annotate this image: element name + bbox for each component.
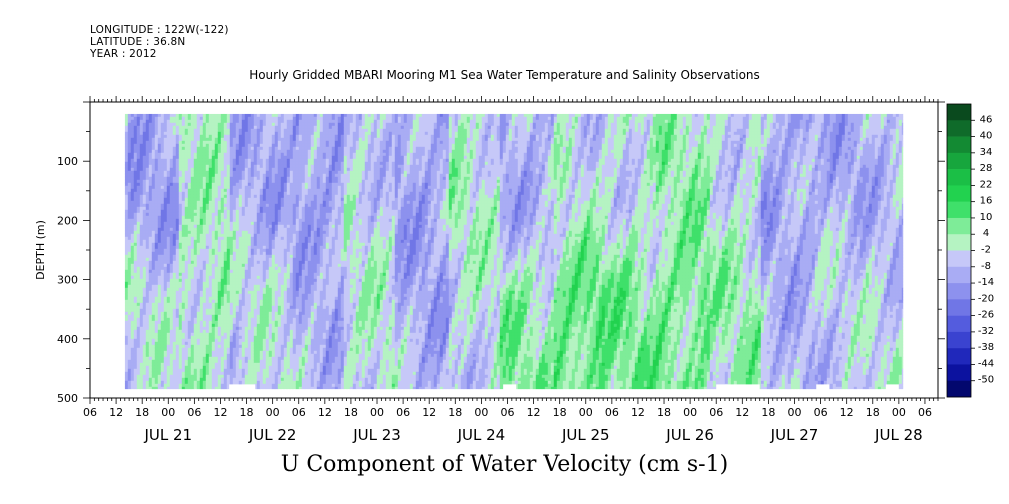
colorbar-swatch — [947, 104, 971, 121]
colorbar-label: 22 — [980, 179, 993, 190]
missing-data-patch — [816, 384, 830, 391]
y-tick-label: 100 — [57, 155, 78, 168]
colorbar-swatch — [947, 331, 971, 349]
colorbar-swatch — [947, 315, 971, 333]
colorbar-label: 40 — [980, 131, 993, 142]
missing-data-patch — [716, 384, 760, 391]
x-hour-label: 00 — [266, 406, 280, 419]
colorbar-label: -20 — [978, 293, 994, 304]
x-hour-label: 00 — [370, 406, 384, 419]
colorbar-swatch — [947, 348, 971, 365]
x-hour-label: 06 — [83, 406, 97, 419]
x-hour-label: 12 — [213, 406, 227, 419]
x-day-label: JUL 28 — [874, 426, 923, 444]
x-hour-label: 00 — [787, 406, 801, 419]
colorbar-label: 16 — [980, 196, 993, 207]
missing-data-patch — [503, 384, 517, 391]
chart-title: Hourly Gridded MBARI Mooring M1 Sea Wate… — [0, 68, 1009, 82]
colorbar-label: 4 — [983, 228, 989, 239]
x-hour-label: 12 — [840, 406, 854, 419]
x-hour-label: 00 — [892, 406, 906, 419]
x-hour-label: 00 — [683, 406, 697, 419]
x-hour-label: 06 — [709, 406, 723, 419]
x-hour-label: 18 — [240, 406, 254, 419]
x-hour-label: 06 — [814, 406, 828, 419]
x-day-label: JUL 21 — [143, 426, 192, 444]
colorbar-swatch — [947, 201, 971, 219]
location-metadata: LONGITUDE : 122W(-122) LATITUDE : 36.8N … — [90, 24, 229, 60]
colorbar-label: -32 — [978, 326, 994, 337]
year-label: YEAR : 2012 — [90, 48, 229, 60]
x-hour-label: 18 — [553, 406, 567, 419]
colorbar-swatch — [947, 266, 971, 284]
colorbar-swatch — [947, 380, 971, 398]
colorbar-swatch — [947, 217, 971, 235]
x-day-label: JUL 23 — [352, 426, 401, 444]
x-hour-label: 18 — [344, 406, 358, 419]
colorbar-swatch — [947, 120, 971, 137]
missing-data-regions — [229, 384, 899, 391]
colorbar-label: 34 — [980, 147, 993, 158]
x-day-label: JUL 22 — [248, 426, 297, 444]
colorbar-swatch — [947, 364, 971, 382]
x-hour-label: 06 — [292, 406, 306, 419]
x-hour-label: 12 — [109, 406, 123, 419]
colorbar-swatch — [947, 283, 971, 300]
x-hour-label: 12 — [318, 406, 332, 419]
colorbar-label: -2 — [981, 245, 991, 256]
x-hour-label: 06 — [187, 406, 201, 419]
x-hour-label: 18 — [761, 406, 775, 419]
x-hour-label: 12 — [527, 406, 541, 419]
x-axis: 06 12 18 00 06 12 18 00 06 12 18 00 06 12 18 00 06 12 18 00… — [83, 96, 939, 444]
x-hour-label: 12 — [735, 406, 749, 419]
x-day-label: JUL 26 — [665, 426, 714, 444]
colorbar-swatch — [947, 136, 971, 154]
longitude-label: LONGITUDE : 122W(-122) — [90, 24, 229, 36]
y-tick-label: 300 — [57, 274, 78, 287]
x-hour-label: 12 — [422, 406, 436, 419]
x-hour-label: 18 — [448, 406, 462, 419]
colorbar-label: -8 — [981, 261, 991, 272]
colorbar-label: -38 — [978, 342, 994, 353]
x-hour-label: 12 — [631, 406, 645, 419]
x-day-label: JUL 27 — [770, 426, 819, 444]
velocity-field — [124, 113, 904, 390]
colorbar-label: -50 — [978, 375, 994, 386]
colorbar-swatch — [947, 152, 971, 170]
y-tick-label: 500 — [57, 392, 78, 405]
colorbar-swatch — [947, 185, 971, 202]
colorbar-label: 46 — [980, 114, 993, 125]
x-hour-label: 06 — [396, 406, 410, 419]
y-tick-label: 200 — [57, 214, 78, 227]
x-hour-label: 00 — [161, 406, 175, 419]
colorbar-swatch — [947, 250, 971, 268]
x-hour-label: 00 — [474, 406, 488, 419]
colorbar-swatch — [947, 234, 971, 251]
missing-data-patch — [229, 384, 256, 391]
colorbar: 46 40 34 28 22 16 10 4 -2 -8 -14 -20 -26 -32 -38 -44 -50 — [946, 103, 994, 398]
x-hour-label: 18 — [657, 406, 671, 419]
colorbar-label: -14 — [978, 277, 994, 288]
colorbar-variable-title: U Component of Water Velocity (cm s-1) — [0, 452, 1009, 477]
y-axis-label: DEPTH (m) — [34, 220, 47, 280]
colorbar-label: -44 — [978, 358, 994, 369]
colorbar-label: 10 — [980, 212, 993, 223]
x-day-label: JUL 24 — [457, 426, 506, 444]
colorbar-label: -26 — [978, 310, 994, 321]
missing-data-patch — [885, 384, 899, 391]
y-axis: 100 200 300 400 500 DEPTH (m) — [34, 101, 945, 405]
colorbar-label: 28 — [980, 163, 993, 174]
y-tick-label: 400 — [57, 333, 78, 346]
x-hour-label: 18 — [135, 406, 149, 419]
x-hour-label: 06 — [605, 406, 619, 419]
colorbar-swatch — [947, 169, 971, 186]
latitude-label: LATITUDE : 36.8N — [90, 36, 229, 48]
x-hour-label: 00 — [579, 406, 593, 419]
x-day-label: JUL 25 — [561, 426, 610, 444]
colorbar-swatch — [947, 299, 971, 316]
x-hour-label: 06 — [500, 406, 514, 419]
x-hour-label: 18 — [866, 406, 880, 419]
x-hour-label: 06 — [918, 406, 932, 419]
